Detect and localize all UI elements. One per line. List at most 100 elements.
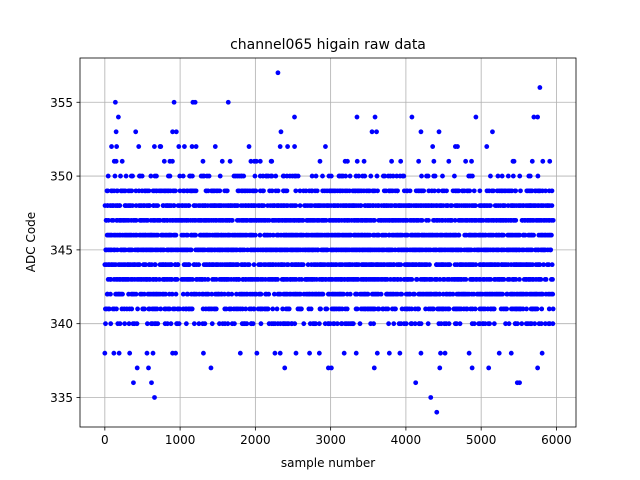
data-point bbox=[541, 262, 546, 268]
data-point bbox=[252, 232, 258, 238]
data-point bbox=[538, 321, 544, 327]
data-point bbox=[123, 173, 129, 179]
data-point bbox=[227, 158, 233, 164]
data-point bbox=[426, 217, 431, 223]
data-point bbox=[378, 291, 384, 297]
x-tick-label: 6000 bbox=[541, 433, 572, 447]
data-point bbox=[530, 262, 535, 268]
data-point bbox=[382, 173, 388, 179]
data-point bbox=[188, 247, 194, 253]
data-point bbox=[324, 247, 330, 253]
data-point bbox=[550, 321, 556, 327]
data-point bbox=[189, 144, 195, 149]
data-point bbox=[320, 291, 326, 297]
data-point bbox=[505, 173, 511, 179]
data-point bbox=[180, 291, 186, 297]
outlier-point bbox=[328, 365, 334, 371]
data-point bbox=[368, 173, 374, 179]
data-point bbox=[177, 188, 183, 194]
data-point bbox=[285, 144, 290, 149]
data-point bbox=[550, 291, 556, 297]
data-point bbox=[275, 188, 281, 194]
outlier-point bbox=[466, 350, 472, 356]
outlier-point bbox=[469, 365, 475, 371]
data-point bbox=[293, 203, 299, 209]
data-point bbox=[344, 306, 350, 312]
data-point bbox=[538, 277, 544, 282]
data-point bbox=[343, 173, 349, 179]
data-point bbox=[464, 306, 470, 312]
outlier-point bbox=[282, 365, 288, 371]
data-point bbox=[293, 188, 299, 194]
outlier-point bbox=[386, 350, 392, 356]
data-point bbox=[324, 306, 330, 312]
data-point bbox=[345, 158, 350, 164]
data-point bbox=[173, 232, 179, 238]
y-tick-label: 335 bbox=[50, 391, 73, 405]
data-point bbox=[174, 277, 180, 282]
data-point bbox=[401, 173, 407, 179]
data-point bbox=[534, 306, 540, 312]
data-point bbox=[130, 173, 135, 179]
data-point bbox=[266, 291, 272, 297]
data-point bbox=[143, 262, 149, 268]
data-point bbox=[219, 158, 225, 164]
data-point bbox=[375, 188, 380, 194]
data-point bbox=[155, 232, 161, 238]
outlier-point bbox=[428, 395, 434, 400]
data-point bbox=[546, 262, 552, 268]
y-axis-ticks: 335 340 345 350 355 bbox=[50, 96, 80, 405]
data-point bbox=[421, 188, 427, 194]
data-point bbox=[114, 306, 119, 312]
data-point bbox=[176, 144, 182, 149]
data-point bbox=[488, 173, 493, 179]
data-point bbox=[550, 277, 555, 282]
data-point bbox=[537, 262, 543, 268]
data-point bbox=[305, 262, 311, 268]
outlier-point bbox=[173, 129, 179, 135]
x-axis-label: sample number bbox=[281, 456, 375, 470]
data-point bbox=[209, 321, 215, 327]
data-point bbox=[446, 306, 452, 312]
data-point bbox=[394, 173, 400, 179]
data-point bbox=[518, 188, 523, 194]
outlier-point bbox=[434, 409, 440, 415]
data-point bbox=[412, 321, 418, 327]
data-point bbox=[235, 262, 241, 268]
outlier-point bbox=[272, 350, 278, 356]
data-point bbox=[142, 306, 147, 312]
outlier-point bbox=[537, 85, 543, 90]
outlier-point bbox=[372, 114, 378, 120]
data-point bbox=[156, 277, 162, 282]
data-point bbox=[334, 321, 340, 327]
data-point bbox=[258, 321, 264, 327]
data-point bbox=[383, 232, 389, 238]
data-point bbox=[103, 321, 108, 327]
data-point bbox=[361, 158, 367, 164]
data-point bbox=[390, 173, 396, 179]
y-tick-label: 355 bbox=[50, 96, 73, 110]
data-point bbox=[108, 321, 114, 327]
data-point bbox=[105, 173, 111, 179]
data-point bbox=[539, 306, 545, 312]
x-tick-label: 3000 bbox=[315, 433, 346, 447]
data-point bbox=[148, 173, 154, 179]
data-point bbox=[185, 232, 190, 238]
data-point bbox=[108, 291, 113, 297]
data-point bbox=[522, 232, 528, 238]
outlier-point bbox=[144, 350, 150, 356]
data-point bbox=[444, 188, 449, 194]
outlier-point bbox=[374, 350, 380, 356]
data-point bbox=[358, 203, 364, 209]
data-point bbox=[425, 173, 431, 179]
data-point bbox=[371, 321, 377, 327]
data-point bbox=[431, 158, 437, 164]
data-point bbox=[412, 291, 417, 297]
outlier-point bbox=[150, 350, 156, 356]
data-point bbox=[186, 203, 192, 209]
data-point bbox=[257, 158, 263, 164]
data-point bbox=[419, 217, 425, 223]
data-point bbox=[277, 144, 283, 149]
data-point bbox=[248, 158, 254, 164]
data-point bbox=[154, 306, 160, 312]
